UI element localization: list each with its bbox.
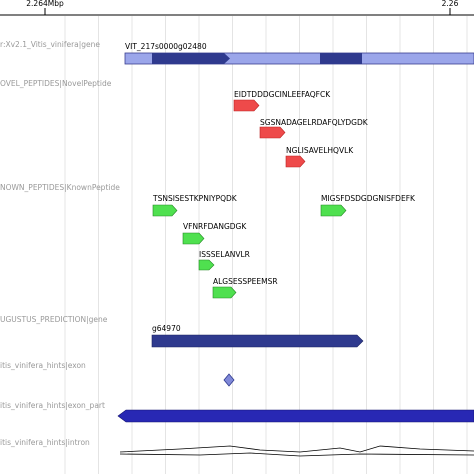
track-label: itis_vinifera_hints|exon: [0, 361, 86, 370]
intron-line: [119, 445, 474, 453]
gene-exon: [152, 53, 230, 64]
ruler-label: 2.264Mbp: [26, 0, 64, 8]
peptide: [198, 259, 215, 271]
feature-label: EIDTDDDGCINLEEFAQFCK: [234, 90, 331, 99]
track-label: OVEL_PEPTIDES|NovelPeptide: [0, 79, 112, 88]
peptide: [259, 126, 286, 139]
peptide: [233, 99, 260, 112]
track-label: NOWN_PEPTIDES|KnownPeptide: [0, 183, 120, 192]
intron-line: [119, 452, 474, 457]
gene-bar: [124, 52, 474, 65]
peptide: [152, 204, 178, 217]
feature-label: SGSNADAGELRDAFQLYDGDK: [260, 118, 369, 127]
track-label: itis_vinifera_hints|intron: [0, 438, 90, 447]
feature-label: TSNSISESTKPNIYPQDK: [152, 194, 238, 203]
gene-prediction: [151, 334, 364, 348]
feature-label: ISSSELANVLR: [199, 250, 250, 259]
peptide: [212, 286, 237, 299]
track-label: r:Xv2.1_Vitis_vinifera|gene: [0, 40, 100, 49]
grid: [64, 16, 468, 474]
gene-exon: [320, 53, 362, 64]
peptide: [182, 232, 205, 245]
track-label: itis_vinifera_hints|exon_part: [0, 401, 105, 410]
peptide: [320, 204, 347, 217]
feature-label: NGLISAVELHQVLK: [286, 146, 354, 155]
track-label: UGUSTUS_PREDICTION|gene: [0, 315, 108, 324]
feature-label: VIT_217s0000g02480: [125, 42, 207, 51]
peptide: [285, 155, 306, 168]
exon-part: [117, 409, 474, 423]
feature-label: MIGSFDSDGDGNISFDEFK: [321, 194, 416, 203]
feature-label: g64970: [152, 324, 181, 333]
exon-hint: [223, 373, 235, 387]
ruler-label: 2.26: [442, 0, 459, 8]
feature-label: VFNRFDANGDGK: [183, 222, 247, 231]
feature-label: ALGSESSPEEMSR: [213, 277, 278, 286]
